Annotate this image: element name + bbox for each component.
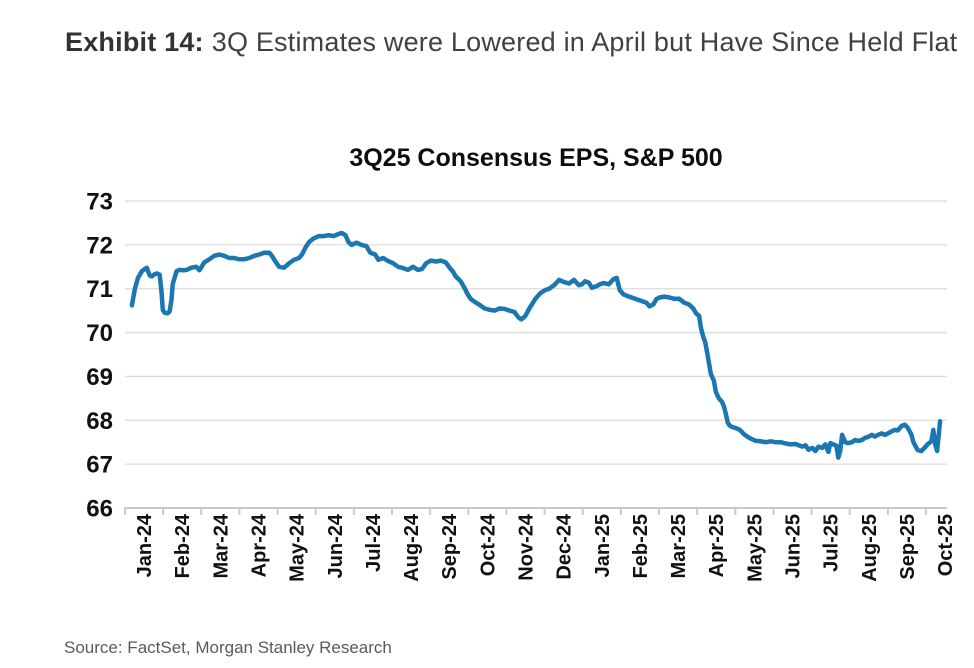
x-tick-label: Jun-25 — [783, 514, 805, 578]
x-tick-label: Feb-24 — [172, 513, 194, 578]
x-tick-label: Jul-25 — [821, 514, 843, 572]
x-tick-label: May-24 — [287, 513, 309, 582]
x-tick-label: Aug-25 — [859, 514, 881, 582]
exhibit-title-text: 3Q Estimates were Lowered in April but H… — [211, 27, 958, 57]
x-tick-label: Sep-25 — [897, 514, 919, 580]
x-tick-label: Mar-24 — [210, 513, 232, 578]
exhibit-title: Exhibit 14: 3Q Estimates were Lowered in … — [65, 18, 960, 67]
exhibit-label: Exhibit 14: — [65, 27, 204, 57]
y-tick-label: 67 — [86, 452, 113, 479]
x-tick-label: Nov-24 — [516, 513, 538, 581]
x-tick-label: May-25 — [744, 514, 766, 582]
x-tick-label: Apr-24 — [249, 513, 271, 577]
x-tick-label: Oct-24 — [477, 513, 499, 576]
x-axis — [124, 507, 947, 515]
x-tick-label: Jan-25 — [592, 514, 614, 577]
x-tick-label: Sep-24 — [439, 513, 461, 579]
x-tick-label: Feb-25 — [630, 514, 652, 578]
x-tick-label: Dec-24 — [554, 513, 576, 579]
source-text: Source: FactSet, Morgan Stanley Research — [64, 638, 392, 657]
y-tick-label: 68 — [86, 408, 113, 435]
x-axis-labels: Jan-24 Feb-24 Mar-24 Apr-24 May-24 Jun-24 Jul-… — [134, 513, 957, 582]
x-tick-label: Apr-25 — [706, 514, 728, 577]
y-axis-labels: 66 67 68 69 70 71 72 73 — [86, 189, 113, 523]
y-tick-label: 69 — [86, 364, 113, 391]
x-tick-label: Mar-25 — [668, 514, 690, 578]
x-tick-label: Oct-25 — [935, 514, 957, 576]
y-tick-label: 66 — [86, 496, 113, 523]
chart-title: 3Q25 Consensus EPS, S&P 500 — [349, 144, 723, 172]
y-tick-label: 70 — [86, 320, 113, 347]
eps-line — [129, 230, 943, 460]
gridlines — [125, 200, 947, 465]
y-tick-label: 72 — [86, 232, 113, 259]
x-tick-label: Jul-24 — [363, 513, 385, 572]
x-tick-label: Jun-24 — [325, 513, 347, 578]
x-tick-label: Aug-24 — [401, 513, 423, 582]
y-tick-label: 71 — [86, 276, 113, 303]
y-tick-label: 73 — [86, 189, 113, 216]
x-tick-label: Jan-24 — [134, 513, 156, 577]
